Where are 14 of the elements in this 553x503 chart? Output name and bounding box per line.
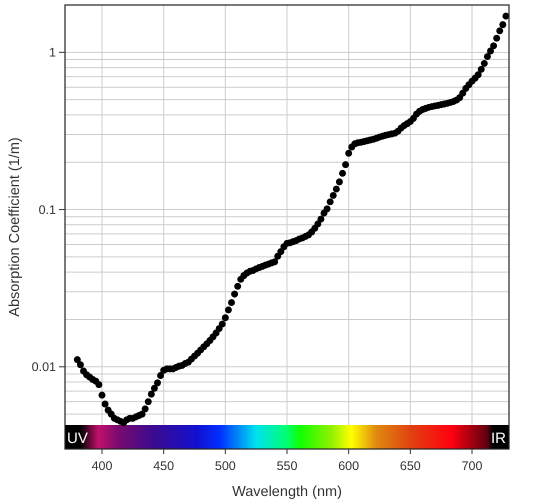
x-tick-label: 450 (153, 459, 174, 473)
y-tick-label: 1 (49, 46, 56, 60)
x-tick-label: 600 (338, 459, 360, 473)
x-tick-label: 650 (400, 459, 421, 473)
y-tick-label: 0.1 (38, 202, 56, 217)
annotation: IR (491, 430, 506, 447)
x-tick-label: 700 (462, 459, 482, 473)
y-axis-title: Absorption Coefficient (1/m) (7, 137, 23, 317)
x-tick-label: 550 (276, 459, 298, 473)
x-axis-title: Wavelength (nm) (232, 484, 342, 500)
x-tick-label: 400 (92, 459, 112, 473)
annotation: UV (67, 430, 88, 447)
y-tick-label: 0.01 (32, 360, 56, 374)
x-tick-label: 500 (214, 459, 236, 473)
